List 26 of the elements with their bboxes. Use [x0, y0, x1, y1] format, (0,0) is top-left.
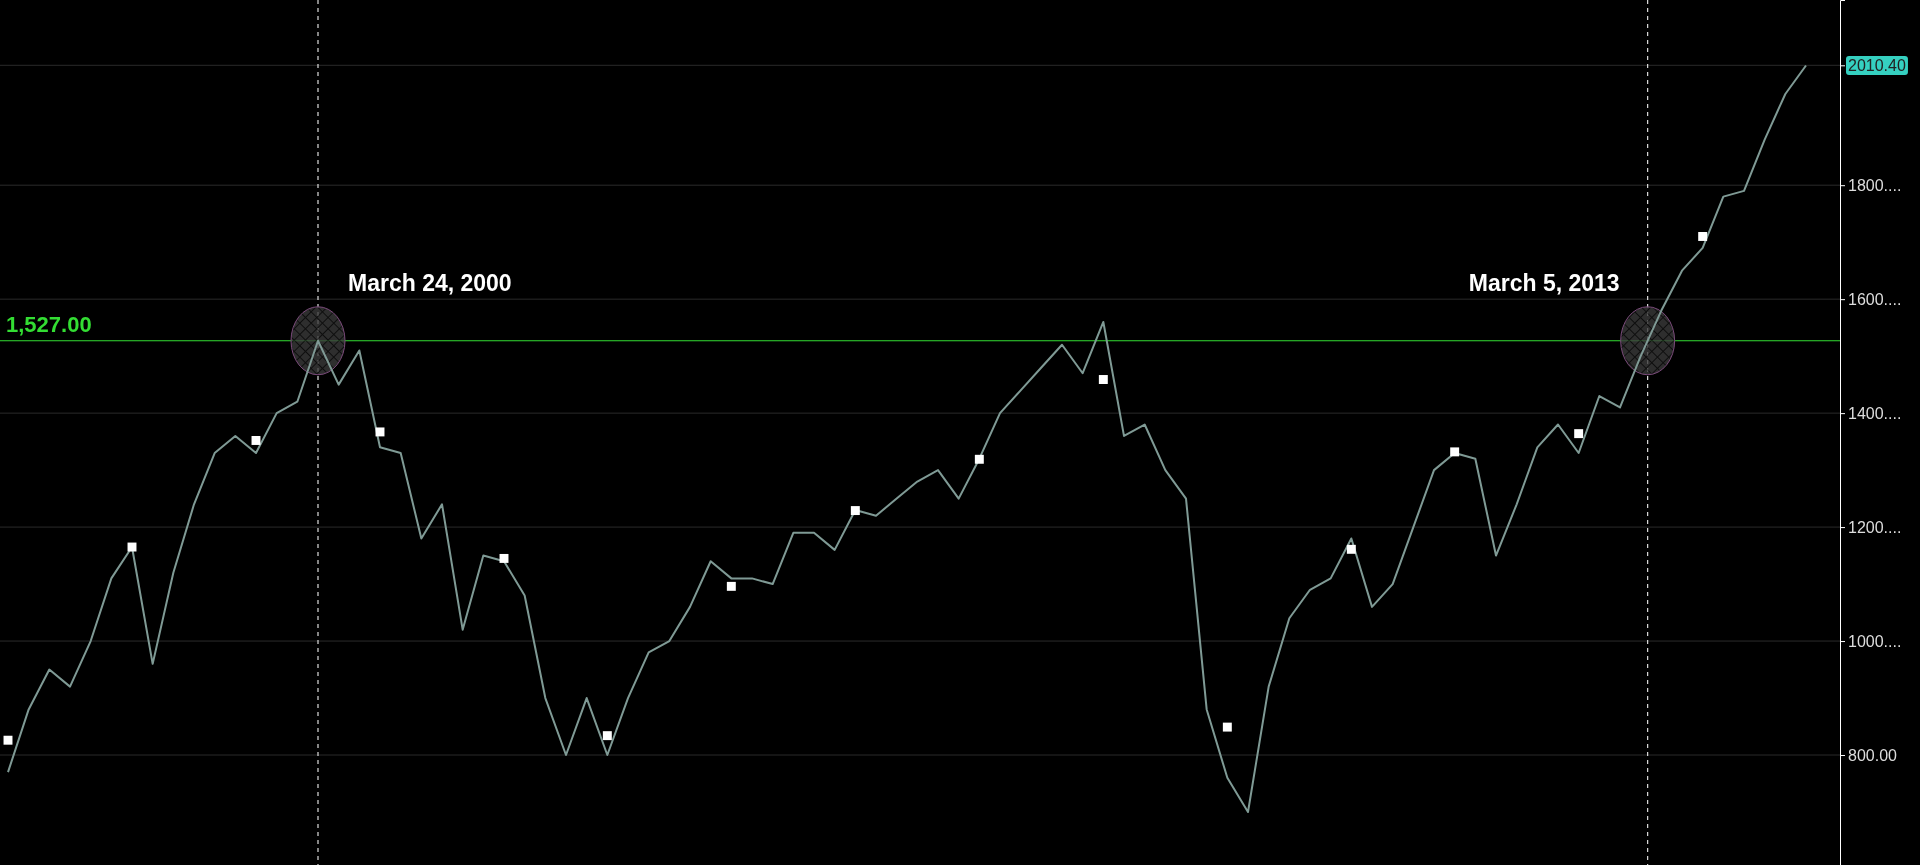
- y-tick-label: 1200....: [1848, 518, 1902, 536]
- point: [1222, 722, 1232, 732]
- ref-line-label: 1,527.00: [6, 311, 92, 337]
- point: [499, 553, 509, 563]
- y-tick-label: 800.00: [1848, 746, 1898, 764]
- point: [1346, 544, 1356, 554]
- point: [974, 454, 984, 464]
- point: [375, 427, 385, 437]
- point: [726, 581, 736, 591]
- point: [1698, 232, 1708, 241]
- point: [3, 735, 13, 745]
- point: [850, 506, 860, 516]
- point: [1450, 447, 1460, 457]
- y-tick-label: 1400....: [1848, 404, 1902, 422]
- annotation: March 24, 2000: [348, 269, 512, 296]
- point: [602, 731, 612, 741]
- point: [1098, 375, 1108, 384]
- y-tick-label: 1800....: [1848, 176, 1902, 194]
- y-tick-label: 2010.40: [1848, 56, 1906, 74]
- annotation: March 5, 2013: [1468, 269, 1620, 296]
- y-tick-label: 1600....: [1848, 290, 1902, 308]
- line-series: [7, 64, 1807, 814]
- point: [1574, 429, 1584, 439]
- y-tick-label: 1000....: [1848, 632, 1902, 650]
- point: [127, 542, 137, 552]
- point: [251, 436, 261, 445]
